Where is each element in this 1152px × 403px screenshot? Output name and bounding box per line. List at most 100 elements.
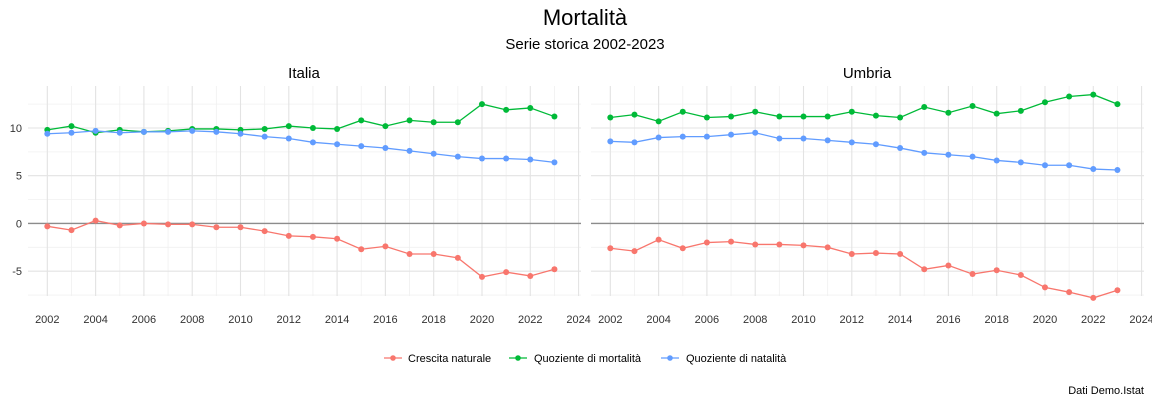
- x-tick-label: 2018: [984, 314, 1008, 326]
- data-point-crescita-naturale: [213, 224, 220, 231]
- legend-item-quoziente-mortalita: Quoziente di mortalità: [509, 353, 642, 365]
- data-point-crescita-naturale: [44, 223, 51, 230]
- data-point-quoziente-di-natalita: [872, 141, 879, 148]
- data-point-crescita-naturale: [969, 271, 976, 278]
- panel-umbria: Umbria 2002 2004 2006 2008 2010 2012 2014 2016 2…: [591, 65, 1152, 326]
- data-point-crescita-naturale: [92, 217, 99, 224]
- data-point-quoziente-di-natalita: [800, 135, 807, 142]
- data-point-quoziente-di-natalita: [1041, 162, 1048, 169]
- data-point-quoziente-di-natalita: [728, 131, 735, 138]
- data-point-crescita-naturale: [921, 266, 928, 273]
- legend-key-point: [390, 355, 396, 361]
- data-point-crescita-naturale: [752, 241, 759, 248]
- data-point-crescita-naturale: [1114, 287, 1121, 294]
- data-point-quoziente-di-mortalita: [824, 113, 831, 120]
- data-point-crescita-naturale: [309, 233, 316, 240]
- data-point-quoziente-di-natalita: [213, 128, 220, 135]
- data-point-quoziente-di-mortalita: [430, 119, 437, 126]
- data-point-crescita-naturale: [1090, 294, 1097, 301]
- data-point-quoziente-di-natalita: [116, 129, 123, 136]
- data-point-quoziente-di-natalita: [140, 128, 147, 135]
- data-point-quoziente-di-natalita: [478, 155, 485, 162]
- data-point-crescita-naturale: [1066, 289, 1073, 296]
- x-tick-label: 2008: [743, 314, 767, 326]
- data-point-quoziente-di-natalita: [189, 127, 196, 134]
- data-point-crescita-naturale: [945, 262, 952, 269]
- data-point-quoziente-di-natalita: [1090, 166, 1097, 173]
- legend-item-quoziente-natalita: Quoziente di natalità: [661, 353, 787, 365]
- data-point-crescita-naturale: [703, 239, 710, 246]
- y-tick-label: 0: [16, 218, 22, 230]
- legend-label-crescita-naturale: Crescita naturale: [408, 353, 491, 365]
- data-point-crescita-naturale: [165, 221, 172, 228]
- x-tick-label: 2016: [373, 314, 397, 326]
- data-point-quoziente-di-natalita: [1066, 162, 1073, 169]
- data-point-quoziente-di-mortalita: [993, 110, 1000, 117]
- data-point-quoziente-di-natalita: [430, 150, 437, 157]
- data-point-quoziente-di-natalita: [703, 133, 710, 140]
- data-point-crescita-naturale: [116, 222, 123, 229]
- x-tick-label: 2002: [598, 314, 622, 326]
- data-point-quoziente-di-mortalita: [382, 123, 389, 130]
- data-point-crescita-naturale: [68, 227, 75, 234]
- data-point-quoziente-di-mortalita: [309, 125, 316, 131]
- data-point-quoziente-di-natalita: [824, 137, 831, 144]
- data-point-quoziente-di-natalita: [776, 135, 783, 142]
- data-point-quoziente-di-mortalita: [1090, 91, 1097, 98]
- x-tick-label: 2004: [83, 314, 107, 326]
- data-point-crescita-naturale: [776, 241, 783, 248]
- data-point-quoziente-di-mortalita: [358, 117, 365, 124]
- chart-title: Mortalità: [543, 5, 628, 30]
- legend-label-quoziente-natalita: Quoziente di natalità: [686, 353, 787, 365]
- data-point-quoziente-di-mortalita: [800, 113, 807, 120]
- legend: Crescita naturale Quoziente di mortalità…: [384, 353, 787, 365]
- data-point-crescita-naturale: [285, 232, 292, 239]
- data-point-crescita-naturale: [454, 254, 461, 261]
- data-point-quoziente-di-mortalita: [897, 114, 904, 121]
- data-point-crescita-naturale: [503, 269, 510, 276]
- data-point-crescita-naturale: [334, 235, 341, 242]
- data-point-quoziente-di-natalita: [44, 130, 51, 137]
- y-tick-label: 5: [16, 171, 22, 183]
- y-tick-label: -5: [12, 266, 22, 278]
- data-point-quoziente-di-natalita: [848, 139, 855, 146]
- data-point-quoziente-di-natalita: [382, 145, 389, 152]
- data-point-crescita-naturale: [478, 273, 485, 280]
- panel-title-umbria: Umbria: [843, 65, 892, 82]
- x-tick-label: 2014: [888, 314, 912, 326]
- data-point-quoziente-di-natalita: [607, 138, 614, 145]
- data-point-quoziente-di-natalita: [1017, 159, 1024, 166]
- data-point-quoziente-di-natalita: [679, 133, 686, 140]
- data-point-quoziente-di-natalita: [334, 141, 341, 148]
- x-tick-label: 2010: [791, 314, 815, 326]
- legend-key-point: [515, 355, 521, 361]
- x-tick-label: 2020: [1033, 314, 1057, 326]
- data-point-crescita-naturale: [551, 266, 558, 273]
- series-line-crescita-naturale: [47, 219, 555, 278]
- x-tick-label: 2014: [325, 314, 349, 326]
- chart-caption: Dati Demo.Istat: [1068, 385, 1144, 397]
- data-point-quoziente-di-natalita: [527, 156, 534, 163]
- data-point-crescita-naturale: [631, 248, 638, 255]
- data-point-quoziente-di-mortalita: [478, 101, 485, 108]
- data-point-quoziente-di-mortalita: [945, 109, 952, 116]
- data-point-crescita-naturale: [655, 236, 662, 243]
- panel-title-italia: Italia: [288, 65, 320, 82]
- data-point-quoziente-di-mortalita: [285, 123, 292, 130]
- data-point-quoziente-di-natalita: [655, 134, 662, 141]
- data-point-crescita-naturale: [358, 246, 365, 253]
- x-tick-label: 2008: [180, 314, 204, 326]
- data-point-quoziente-di-mortalita: [728, 113, 735, 120]
- data-point-quoziente-di-natalita: [309, 139, 316, 146]
- x-tick-label: 2022: [518, 314, 542, 326]
- data-point-quoziente-di-natalita: [1114, 167, 1121, 173]
- data-point-crescita-naturale: [993, 267, 1000, 274]
- data-point-crescita-naturale: [800, 242, 807, 249]
- y-tick-label: 10: [10, 123, 22, 135]
- data-point-crescita-naturale: [1041, 284, 1048, 291]
- x-tick-label: 2006: [695, 314, 719, 326]
- data-point-quoziente-di-mortalita: [921, 104, 928, 110]
- data-point-quoziente-di-natalita: [921, 149, 928, 156]
- data-point-quoziente-di-mortalita: [1041, 99, 1048, 106]
- data-point-quoziente-di-natalita: [897, 145, 904, 152]
